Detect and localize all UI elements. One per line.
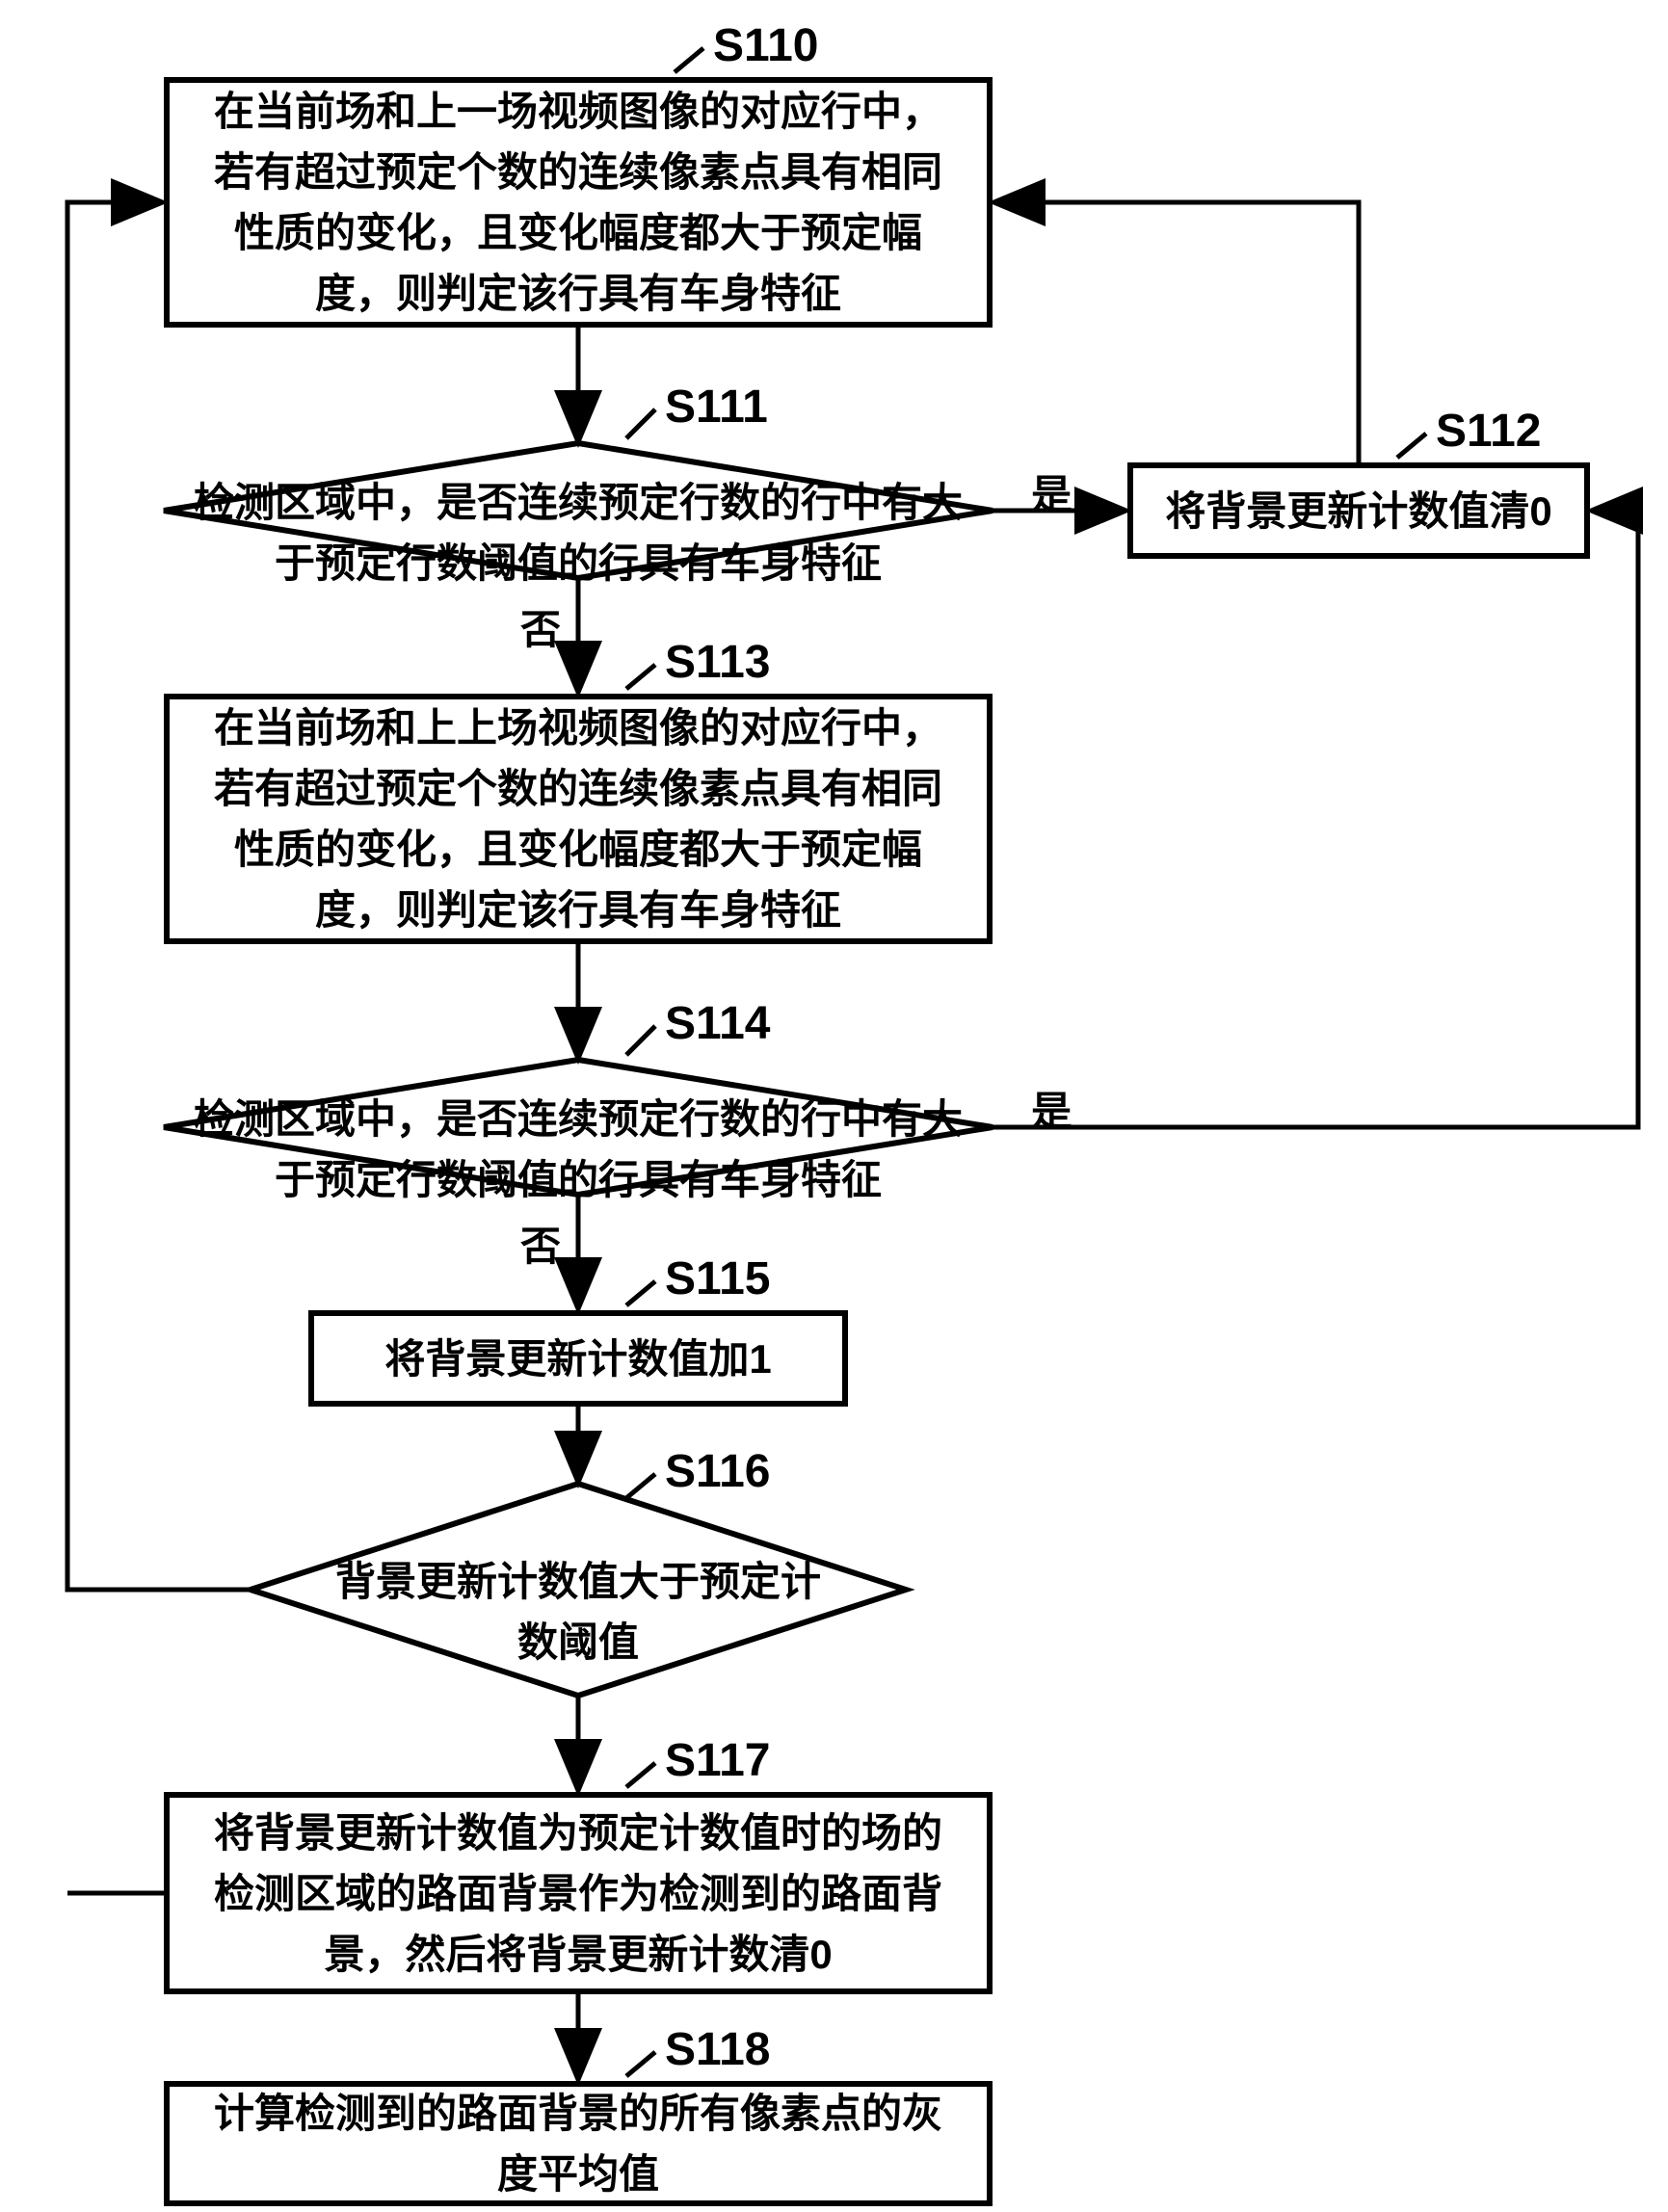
branch-label-no-1: 否 (520, 597, 561, 656)
node-label-s113: S113 (665, 636, 770, 689)
node-label-s110: S110 (713, 19, 818, 72)
decision-s114-text: 检测区域中，是否连续预定行数的行中有大于预定行数阈值的行具有车身特征 (193, 1089, 964, 1210)
process-s117-text: 将背景更新计数值为预定计数值时的场的检测区域的路面背景作为检测到的路面背景，然后… (199, 1803, 958, 1985)
process-s118-text: 计算检测到的路面背景的所有像素点的灰度平均值 (199, 2083, 958, 2204)
decision-s111-text: 检测区域中，是否连续预定行数的行中有大于预定行数阈值的行具有车身特征 (193, 472, 964, 593)
node-label-s111: S111 (665, 381, 768, 434)
process-s112: 将背景更新计数值清0 (1127, 462, 1590, 559)
flowchart-container: S110 在当前场和上一场视频图像的对应行中，若有超过预定个数的连续像素点具有相… (0, 0, 1668, 2212)
node-label-s117: S117 (665, 1734, 770, 1787)
node-label-s116: S116 (665, 1445, 770, 1498)
process-s110: 在当前场和上一场视频图像的对应行中，若有超过预定个数的连续像素点具有相同性质的变… (164, 77, 993, 328)
branch-label-yes-1: 是 (1031, 462, 1072, 521)
node-label-s114: S114 (665, 997, 770, 1050)
process-s113: 在当前场和上上场视频图像的对应行中，若有超过预定个数的连续像素点具有相同性质的变… (164, 694, 993, 944)
node-label-s112: S112 (1436, 405, 1541, 458)
process-s110-text: 在当前场和上一场视频图像的对应行中，若有超过预定个数的连续像素点具有相同性质的变… (199, 81, 958, 324)
process-s115: 将背景更新计数值加1 (308, 1310, 848, 1407)
branch-label-yes-2: 是 (1031, 1079, 1072, 1138)
node-label-s115: S115 (665, 1252, 770, 1305)
process-s118: 计算检测到的路面背景的所有像素点的灰度平均值 (164, 2081, 993, 2206)
process-s112-text: 将背景更新计数值清0 (1165, 481, 1551, 541)
node-label-s118: S118 (665, 2023, 770, 2076)
process-s115-text: 将背景更新计数值加1 (384, 1329, 771, 1389)
branch-label-no-2: 否 (520, 1214, 561, 1273)
process-s117: 将背景更新计数值为预定计数值时的场的检测区域的路面背景作为检测到的路面背景，然后… (164, 1792, 993, 1994)
decision-s116-text: 背景更新计数值大于预定计数阈值 (318, 1551, 838, 1672)
edge-s114-s112 (993, 511, 1638, 1127)
process-s113-text: 在当前场和上上场视频图像的对应行中，若有超过预定个数的连续像素点具有相同性质的变… (199, 698, 958, 940)
edge-s112-s110 (997, 202, 1359, 462)
